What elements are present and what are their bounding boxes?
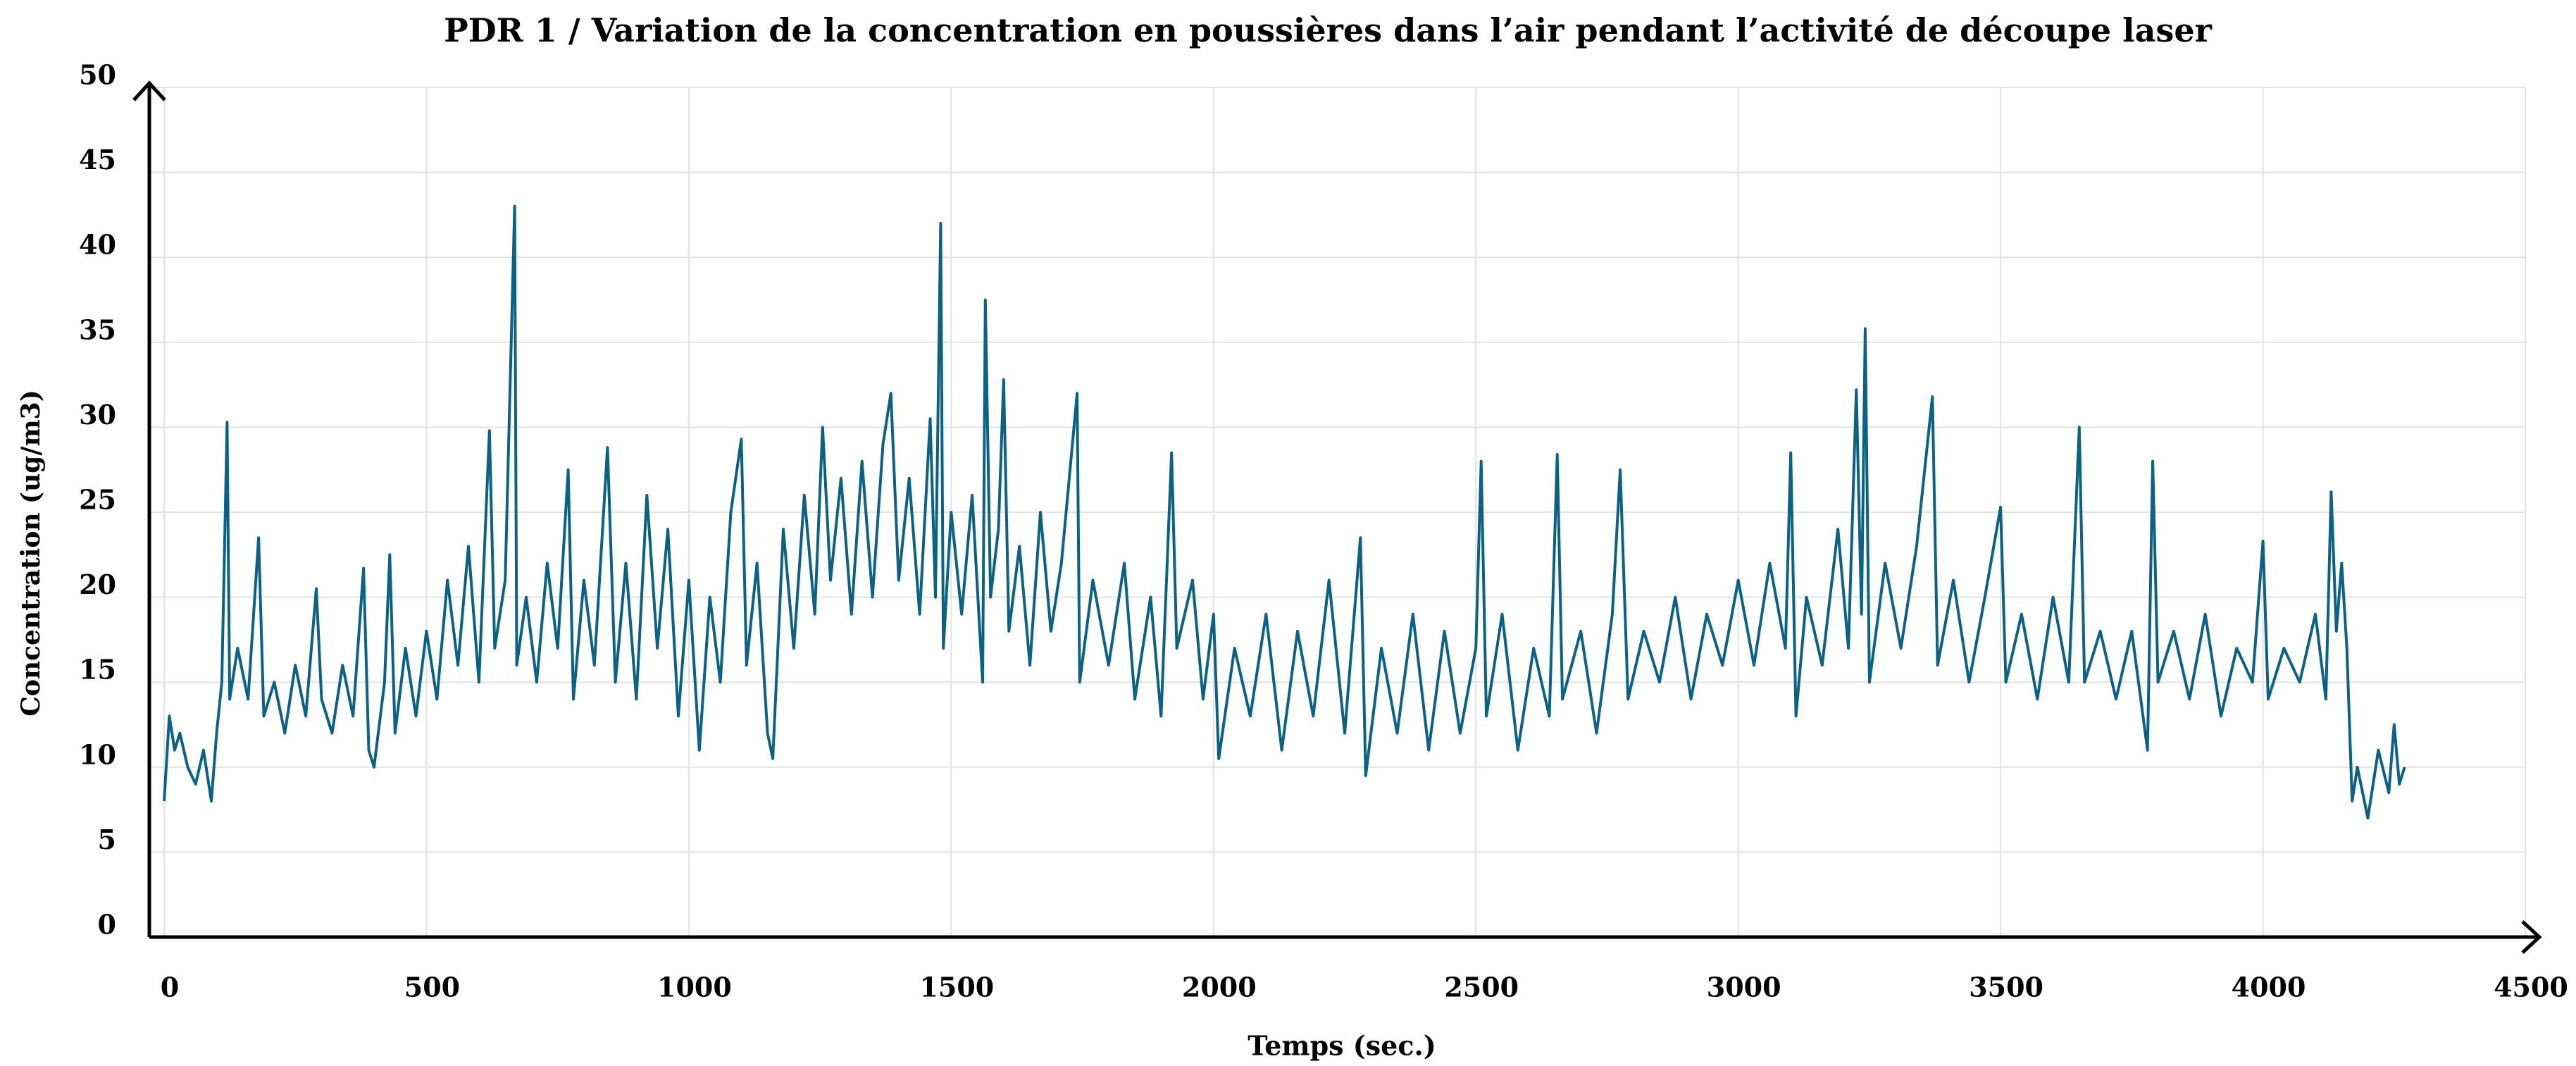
y-tick-label: 50 (79, 59, 116, 91)
x-tick-label: 4000 (2232, 972, 2306, 1003)
x-tick-label: 3500 (1969, 972, 2043, 1003)
y-tick-label: 40 (79, 229, 116, 261)
x-axis-arrow (2521, 920, 2542, 954)
x-tick-label: 1500 (919, 972, 994, 1003)
data-line (163, 204, 2406, 820)
x-tick-label: 1000 (657, 972, 732, 1003)
x-axis-label: Temps (sec.) (1247, 1030, 1436, 1062)
axes (132, 80, 2542, 954)
x-tick-label: 500 (404, 972, 460, 1003)
x-tick-label: 3000 (1707, 972, 1781, 1003)
y-tick-label: 20 (79, 569, 116, 600)
y-tick-label: 5 (98, 824, 116, 855)
x-tick-label: 2000 (1182, 972, 1257, 1003)
y-axis-label: Concentration (ug/m3) (16, 390, 46, 716)
y-tick-label: 0 (98, 909, 116, 941)
y-tick-label: 30 (79, 399, 116, 430)
x-tick-label: 4500 (2494, 972, 2568, 1003)
y-tick-label: 45 (79, 144, 116, 175)
chart-title: PDR 1 / Variation de la concentration en… (444, 11, 2212, 49)
y-tick-label: 25 (79, 484, 116, 516)
x-tick-label: 2500 (1444, 972, 1519, 1003)
y-axis-arrow (132, 80, 166, 101)
y-tick-label: 15 (79, 654, 116, 686)
plot-area (163, 204, 2406, 820)
x-tick-label: 0 (161, 972, 179, 1003)
y-tick-label: 35 (79, 314, 116, 345)
y-tick-label: 10 (79, 738, 116, 770)
grid (149, 87, 2526, 938)
